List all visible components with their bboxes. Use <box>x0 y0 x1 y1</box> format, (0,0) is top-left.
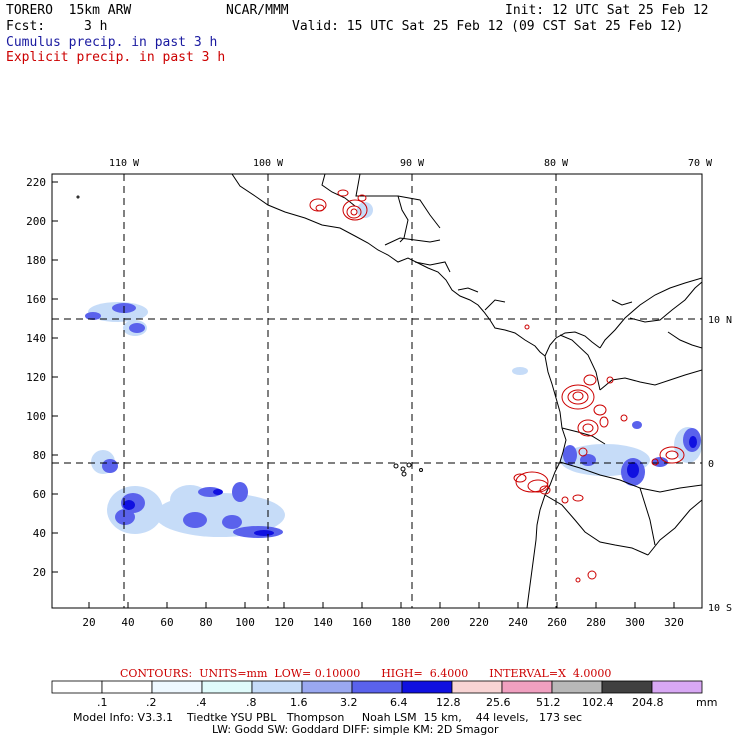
colorbar-label: .8 <box>246 696 257 709</box>
x-tick-label: 60 <box>160 616 173 629</box>
x-tick-label: 80 <box>199 616 212 629</box>
cumulus-precip <box>85 202 702 538</box>
x-tick-label: 300 <box>625 616 645 629</box>
colorbar-swatch <box>501 680 553 694</box>
x-tick-label: 260 <box>547 616 567 629</box>
colorbar-swatch <box>551 680 603 694</box>
explicit-precip-contours <box>309 189 685 583</box>
legend-cumulus: Cumulus precip. in past 3 h <box>6 35 218 50</box>
colorbar-swatch <box>401 680 453 694</box>
coastlines <box>76 174 702 608</box>
colorbar-swatch <box>101 680 153 694</box>
y-tick-label: 220 <box>26 176 46 189</box>
model-info-line2: LW: Godd SW: Goddard DIFF: simple KM: 2D… <box>212 723 499 736</box>
x-tick-label: 40 <box>121 616 134 629</box>
colorbar-swatch <box>601 680 653 694</box>
model-name: TORERO 15km ARW <box>6 3 132 18</box>
lon-label: 100 W <box>253 158 284 169</box>
lon-label: 90 W <box>400 158 425 169</box>
y-tick-label: 60 <box>33 488 46 501</box>
plot-frame <box>51 173 703 609</box>
legend-explicit: Explicit precip. in past 3 h <box>6 50 226 65</box>
colorbar-swatch <box>151 680 203 694</box>
y-tick-label: 160 <box>26 293 46 306</box>
y-tick-label: 100 <box>26 410 46 423</box>
x-tick-label: 320 <box>664 616 684 629</box>
lon-label: 110 W <box>109 158 140 169</box>
y-tick-label: 180 <box>26 254 46 267</box>
colorbar-label: 3.2 <box>340 696 358 709</box>
colorbar-swatch <box>451 680 503 694</box>
lat-lon-grid <box>52 174 702 608</box>
x-tick-label: 180 <box>391 616 411 629</box>
lon-label: 70 W <box>688 158 713 169</box>
valid-time: Valid: 15 UTC Sat 25 Feb 12 (09 CST Sat … <box>292 19 684 34</box>
fcst-value: 3 h <box>84 19 108 34</box>
x-tick-label: 140 <box>313 616 333 629</box>
contours-info: CONTOURS: UNITS=mm LOW= 0.10000 HIGH= 6.… <box>120 667 612 680</box>
colorbar-unit: mm <box>696 696 718 709</box>
x-tick-label: 100 <box>235 616 255 629</box>
colorbar-swatch <box>301 680 353 694</box>
colorbar-label: 204.8 <box>632 696 664 709</box>
colorbar-label: 6.4 <box>390 696 408 709</box>
y-tick-label: 120 <box>26 371 46 384</box>
colorbar-swatch <box>251 680 303 694</box>
x-tick-label: 220 <box>469 616 489 629</box>
y-tick-label: 40 <box>33 527 46 540</box>
x-tick-label: 240 <box>508 616 528 629</box>
colorbar-label: 51.2 <box>536 696 561 709</box>
colorbar-swatch <box>201 680 253 694</box>
x-tick-label: 200 <box>430 616 450 629</box>
colorbar-label: .1 <box>97 696 108 709</box>
lat-label: 10 N <box>708 315 732 326</box>
init-time: Init: 12 UTC Sat 25 Feb 12 <box>505 3 709 18</box>
x-tick-label: 120 <box>274 616 294 629</box>
model-info-line1: Model Info: V3.3.1 Tiedtke YSU PBL Thomp… <box>73 711 583 724</box>
colorbar-label: 1.6 <box>290 696 308 709</box>
axis-ticks <box>52 181 675 608</box>
colorbar-label: 102.4 <box>582 696 614 709</box>
lat-label: 0 <box>708 459 714 470</box>
colorbar-swatch <box>51 680 103 694</box>
x-tick-label: 280 <box>586 616 606 629</box>
colorbar <box>51 680 703 694</box>
org-name: NCAR/MMM <box>226 3 289 18</box>
colorbar-label: .2 <box>146 696 157 709</box>
lon-label: 80 W <box>544 158 569 169</box>
colorbar-label: 25.6 <box>486 696 511 709</box>
colorbar-label: 12.8 <box>436 696 461 709</box>
lat-label: 10 S <box>708 603 732 614</box>
colorbar-label: .4 <box>196 696 207 709</box>
fcst-label: Fcst: <box>6 19 46 34</box>
colorbar-swatch <box>651 680 703 694</box>
y-tick-label: 200 <box>26 215 46 228</box>
y-tick-label: 20 <box>33 566 46 579</box>
x-tick-label: 160 <box>352 616 372 629</box>
y-tick-label: 80 <box>33 449 46 462</box>
x-tick-label: 20 <box>82 616 95 629</box>
y-tick-label: 140 <box>26 332 46 345</box>
colorbar-swatch <box>351 680 403 694</box>
